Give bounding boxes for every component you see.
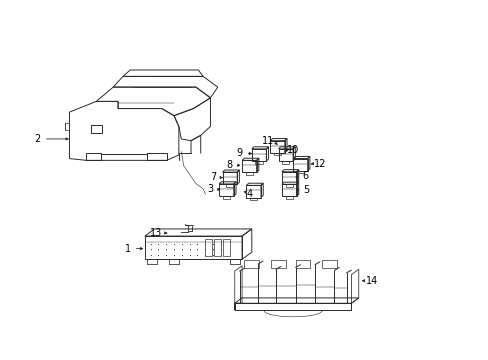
Text: 12: 12: [313, 158, 325, 168]
Text: 14: 14: [365, 276, 377, 286]
Text: 9: 9: [236, 148, 242, 158]
Text: 8: 8: [225, 160, 231, 170]
Text: 4: 4: [246, 189, 252, 199]
Text: 11: 11: [261, 136, 273, 147]
Text: 6: 6: [302, 171, 308, 181]
Text: 2: 2: [35, 134, 41, 144]
Text: 7: 7: [209, 172, 216, 183]
Text: 1: 1: [124, 244, 131, 253]
Text: 3: 3: [207, 184, 213, 194]
Text: 5: 5: [303, 185, 309, 195]
Text: 10: 10: [286, 145, 299, 155]
Text: 13: 13: [150, 228, 162, 238]
